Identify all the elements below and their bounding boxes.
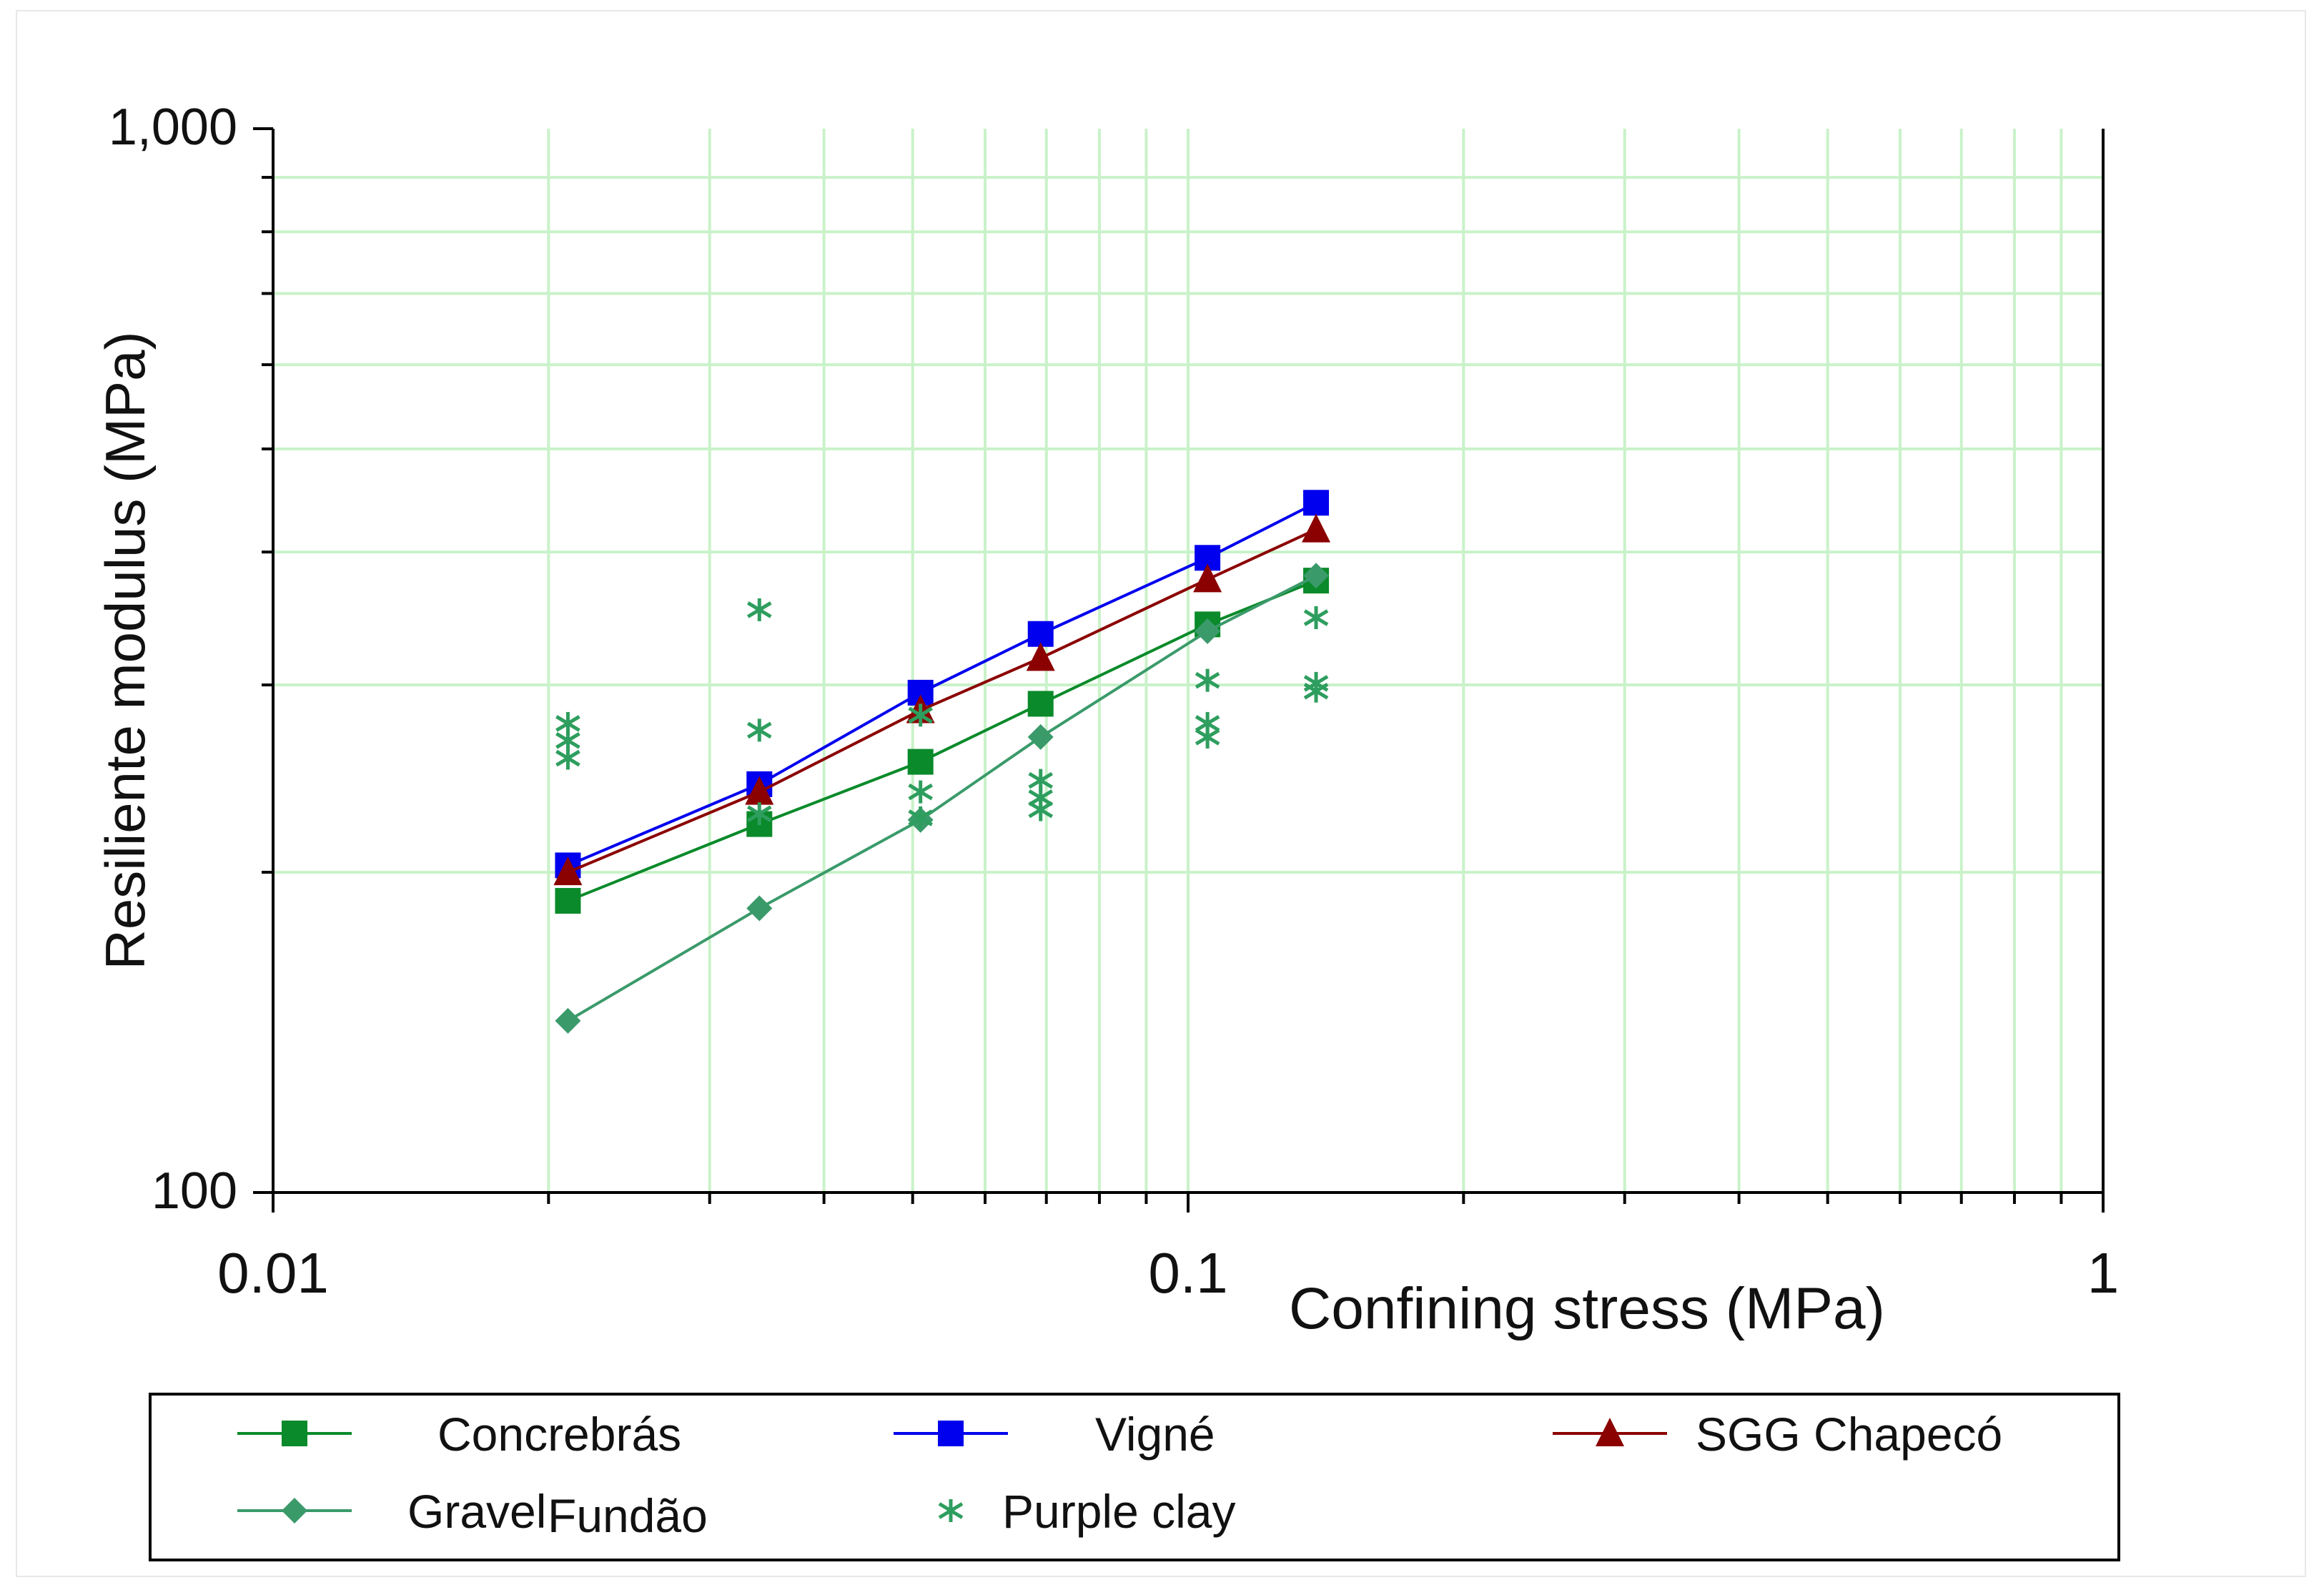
series-purple-clay [555,598,1329,829]
x-tick-label: 0.1 [1148,1241,1227,1305]
x-tick-label: 0.01 [217,1241,329,1305]
legend-marker [938,1421,964,1446]
series-group [553,490,1331,1034]
data-point [908,780,933,804]
data-point [747,598,772,621]
data-point [555,746,580,770]
data-point [555,888,581,914]
axes [253,127,2105,1213]
data-point [1195,725,1220,749]
series-line [567,579,1317,902]
y-tick-label: 100 [152,1162,237,1220]
legend-marker [282,1498,307,1524]
legend-label: SGG Chapecó [1696,1408,2002,1461]
data-point [1195,618,1221,644]
data-point [1195,668,1220,692]
data-point [908,806,933,829]
legend-marker [938,1499,964,1522]
legend-item: Purple clay [938,1485,1236,1538]
data-point [1027,724,1054,750]
y-axis-label: Resiliente modulus (MPa) [94,331,157,969]
data-point [1303,490,1330,516]
legend-box [149,1393,2120,1561]
x-tick-label: 1 [2087,1241,2120,1305]
legend-label: Gravel [407,1485,546,1538]
series-line [567,528,1317,874]
data-point [1193,563,1222,593]
data-point [555,1007,581,1034]
series-line [567,574,1317,1022]
data-point [746,895,773,922]
data-point [1028,798,1054,821]
data-point [553,856,583,886]
legend-label: Vigné [1095,1408,1215,1461]
series-line [567,501,1317,867]
legend-label: Purple clay [1002,1485,1236,1538]
data-point [1303,606,1329,629]
data-point [747,802,772,826]
data-point [1303,563,1330,589]
legend-item: SGG Chapecó [1553,1408,2002,1461]
data-point [745,776,774,805]
legend: Concrebrás Vigné SGG Chapecó Gravel Fundão Pu… [149,1393,2120,1561]
data-point [1303,679,1329,703]
data-point [1026,642,1055,671]
legend-item: Concrebrás [237,1408,681,1461]
series-sgg-chapec- [553,513,1331,886]
legend-marker [1596,1418,1624,1446]
x-axis-label: Confining stress (MPa) [1289,1276,1885,1341]
chart-frame [16,10,2306,1577]
grid [273,129,2103,1193]
legend-item: Vigné [894,1408,1215,1461]
legend-label-suffix: Fundão [548,1489,708,1542]
legend-marker [282,1421,307,1446]
data-point [908,703,933,727]
y-tick-label: 1,000 [109,99,237,156]
data-point [1027,691,1054,717]
legend-label: Concrebrás [437,1408,681,1461]
data-point [907,749,934,775]
legend-item: Gravel Fundão [237,1485,708,1542]
series-gravel [555,563,1330,1034]
data-point [1302,513,1331,543]
tick-labels: 0.01 0.1 1 100 1,000 [109,99,2119,1305]
data-point [747,719,772,742]
